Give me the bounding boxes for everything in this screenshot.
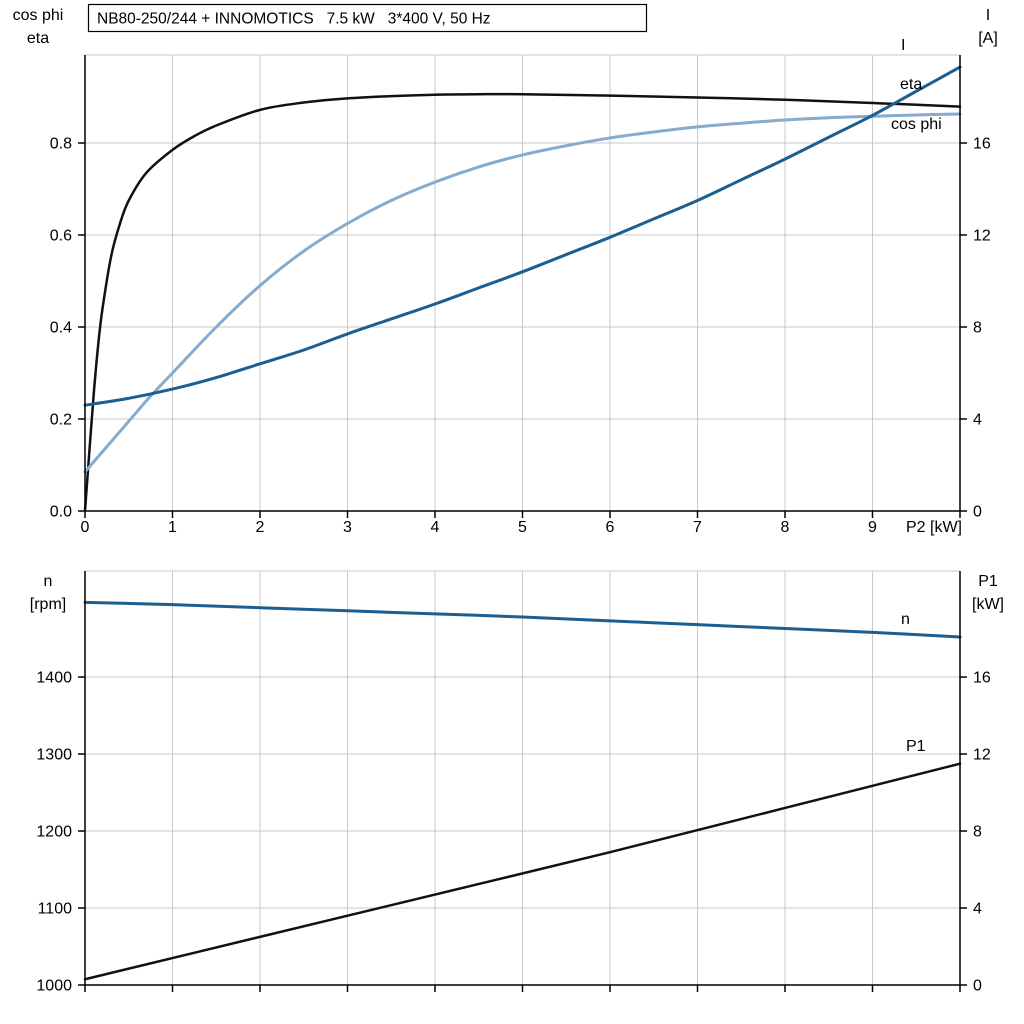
- series-curve-eta: [83, 92, 962, 513]
- right-tick-label: 16: [973, 670, 991, 687]
- series-curve-speed: [83, 600, 962, 639]
- series-label-input-power: P1: [906, 738, 926, 755]
- x-tick-label: 2: [256, 519, 265, 536]
- x-tick-label: 1: [168, 519, 177, 536]
- series-label-eta: eta: [900, 76, 922, 93]
- series-label-speed: n: [901, 611, 910, 628]
- right-tick-label: 4: [973, 411, 982, 428]
- left-axis-unit-label: eta: [27, 30, 49, 47]
- left-tick-label: 0.8: [50, 135, 72, 152]
- right-axis-unit-label: I: [986, 7, 990, 24]
- left-tick-label: 1100: [38, 901, 73, 918]
- x-tick-label: 0: [81, 519, 90, 536]
- right-tick-label: 8: [973, 319, 982, 336]
- x-tick-label: 5: [518, 519, 527, 536]
- x-tick-label: 9: [868, 519, 877, 536]
- left-tick-label: 0.0: [50, 504, 72, 521]
- right-axis-unit-label: P1: [978, 573, 998, 590]
- x-tick-label: 7: [693, 519, 702, 536]
- x-tick-label: 3: [343, 519, 352, 536]
- left-tick-label: 1200: [36, 824, 72, 841]
- x-tick-label: 4: [431, 519, 440, 536]
- right-axis-unit-label: [A]: [978, 30, 998, 47]
- right-tick-label: 4: [973, 901, 982, 918]
- title-box: [87, 3, 648, 33]
- right-tick-label: 8: [973, 824, 982, 841]
- series-curve-cos-phi: [83, 112, 962, 474]
- left-axis-unit-label: n: [44, 573, 53, 590]
- right-tick-label: 12: [973, 747, 991, 764]
- x-tick-label: 8: [781, 519, 790, 536]
- left-tick-label: 0.6: [50, 227, 72, 244]
- chart-title: NB80-250/244 + INNOMOTICS 7.5 kW 3*400 V…: [97, 11, 491, 28]
- x-tick-label: 6: [606, 519, 615, 536]
- right-tick-label: 16: [973, 135, 991, 152]
- left-tick-label: 0.2: [50, 411, 72, 428]
- left-axis-unit-label: cos phi: [13, 7, 64, 24]
- left-tick-label: 0.4: [50, 319, 72, 336]
- series-label-cos-phi: cos phi: [891, 116, 942, 133]
- right-tick-label: 0: [973, 504, 982, 521]
- left-tick-label: 1400: [36, 670, 72, 687]
- left-tick-label: 1300: [36, 747, 72, 764]
- left-axis-unit-label: [rpm]: [30, 596, 66, 613]
- right-tick-label: 0: [973, 978, 982, 995]
- series-label-current: I: [901, 37, 905, 54]
- x-axis-label: P2 [kW]: [906, 519, 962, 536]
- right-axis-unit-label: [kW]: [972, 596, 1004, 613]
- left-tick-label: 1000: [36, 978, 72, 995]
- right-tick-label: 12: [973, 227, 991, 244]
- series-curve-input-power: [83, 762, 962, 981]
- series-curve-current: [83, 65, 962, 407]
